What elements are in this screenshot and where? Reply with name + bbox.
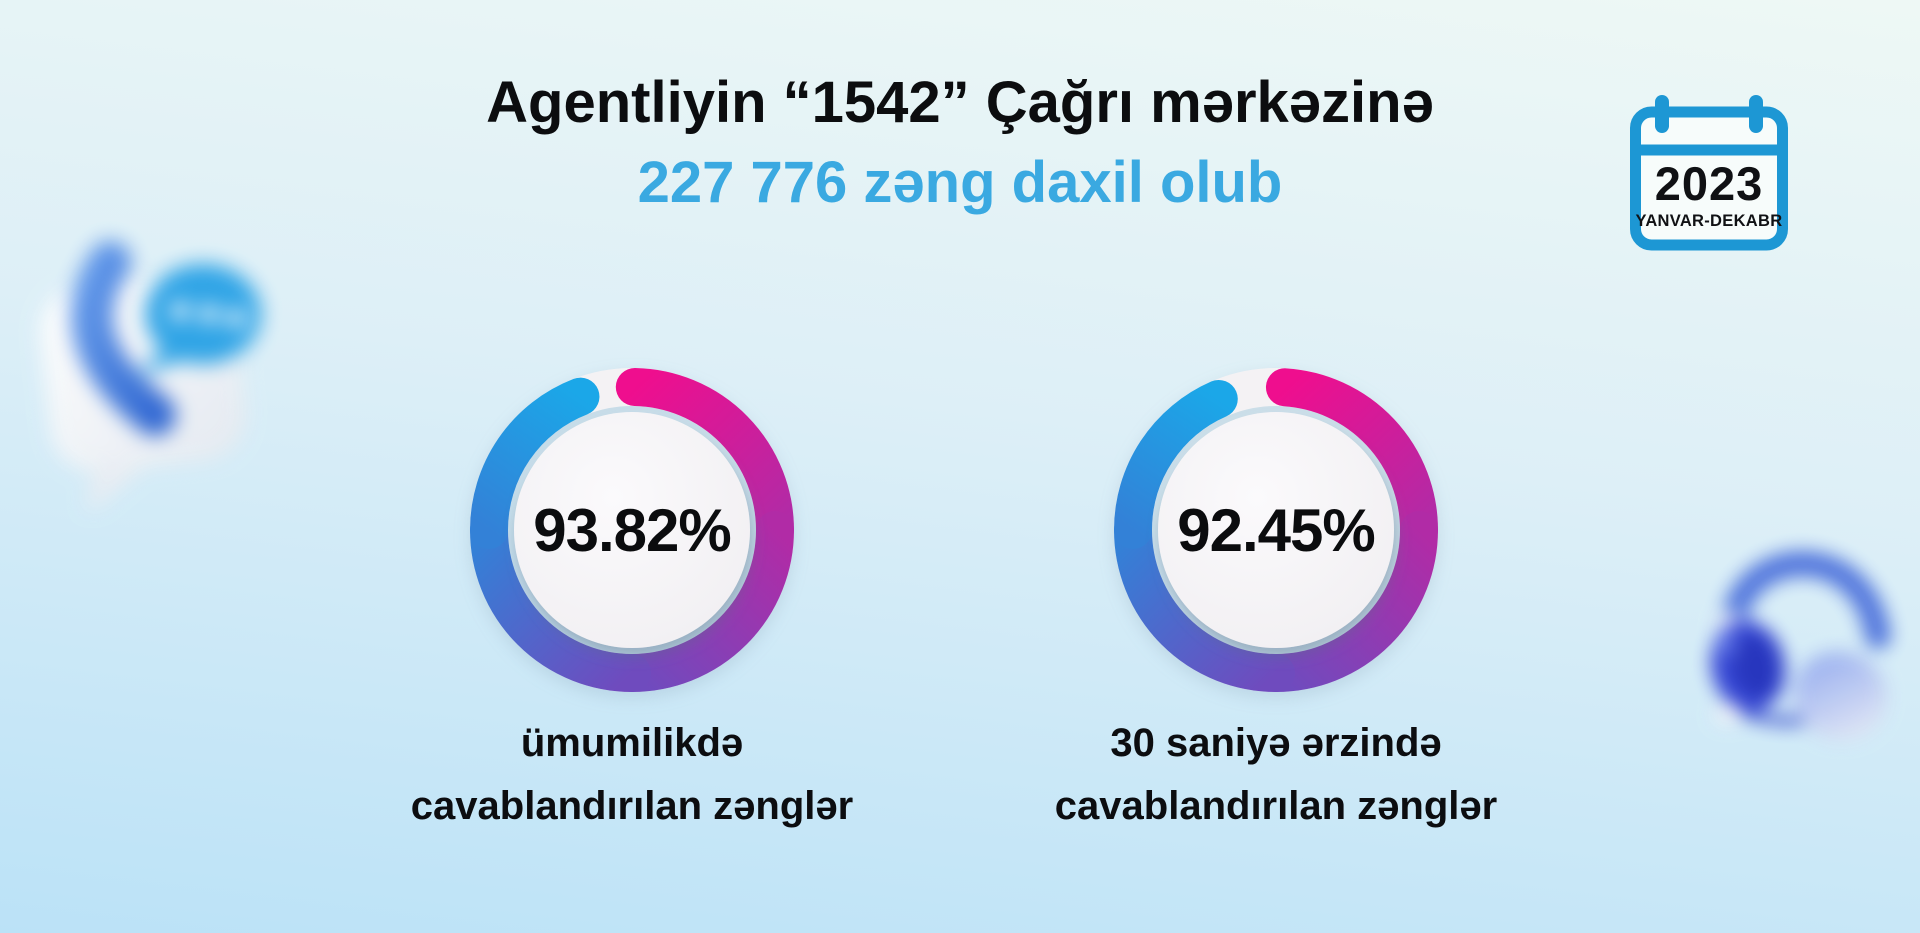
calendar-peg-right: [1749, 95, 1763, 133]
donut-caption-answered-30s: 30 saniyə ərzində cavablandırılan zənglə…: [976, 712, 1576, 838]
title-block: Agentliyin “1542” Çağrı mərkəzinə 227 77…: [0, 64, 1920, 222]
chat-bubble: [136, 264, 261, 376]
ear-pad-white: [1714, 704, 1742, 724]
phone-handset: [70, 241, 176, 436]
calendar-year: 2023: [1655, 157, 1764, 210]
donut-ring-holder: [462, 360, 802, 700]
mic-boom: [1733, 705, 1837, 726]
caption-line-1: ümumilikdə: [520, 721, 744, 765]
donut-value-answered-30s: 92.45%: [1177, 496, 1376, 564]
donut-chart-answered-30s: 92.45%: [1106, 360, 1446, 700]
donut-ring-svg: [1114, 368, 1438, 692]
headphones-icon: [1710, 550, 1891, 741]
calendar-peg-left: [1655, 95, 1669, 133]
caption-line-1: 30 saniyə ərzində: [1110, 721, 1442, 765]
headband: [1721, 550, 1891, 649]
page-title-line-1: Agentliyin “1542” Çağrı mərkəzinə: [486, 70, 1434, 135]
caption-line-2: cavablandırılan zənglər: [410, 784, 854, 828]
donut-chart-answered-total: 93.82%: [462, 360, 802, 700]
page-title-line-2: 227 776 zəng daxil olub: [637, 150, 1283, 215]
donut-ring-holder: [1106, 360, 1446, 700]
headband-joint: [1716, 612, 1744, 640]
phone-chat-icon: [40, 241, 261, 508]
calendar-icon: 2023 YANVAR-DEKABR: [1630, 95, 1788, 251]
donut-caption-answered-total: ümumilikdə cavablandırılan zənglər: [332, 712, 932, 838]
left-ear-cup: [1710, 620, 1786, 712]
donut-value-answered-total: 93.82%: [533, 496, 732, 564]
calendar-period: YANVAR-DEKABR: [1636, 212, 1783, 230]
right-ear-cup: [1793, 651, 1887, 741]
speech-bubble-square: [40, 275, 246, 508]
caption-line-2: cavablandırılan zənglər: [1054, 784, 1498, 828]
donut-ring-svg: [470, 368, 794, 692]
